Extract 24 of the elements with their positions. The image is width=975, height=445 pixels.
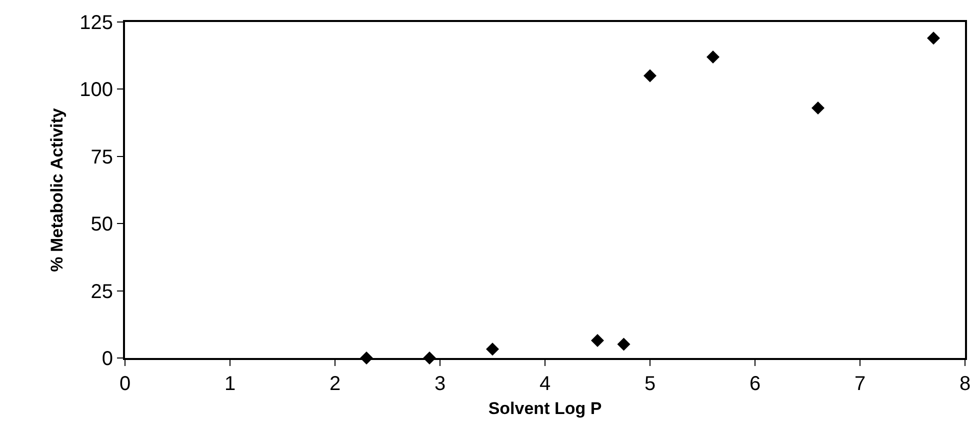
point <box>812 102 824 115</box>
x-axis-title: Solvent Log P <box>488 398 602 418</box>
y-tick-label: 75 <box>90 146 113 168</box>
x-tick-label: 3 <box>434 373 446 395</box>
point <box>486 342 499 356</box>
point <box>927 32 940 45</box>
point <box>644 69 656 82</box>
point <box>617 338 630 351</box>
y-tick-label: 0 <box>102 348 113 370</box>
x-tick-label: 0 <box>119 373 131 395</box>
y-tick-label: 125 <box>80 12 113 34</box>
point <box>706 50 720 64</box>
y-tick-label: 50 <box>90 214 113 236</box>
y-tick-label: 25 <box>90 280 113 303</box>
y-axis-title: % Metabolic Activity <box>48 108 67 272</box>
x-tick-label: 8 <box>959 373 971 395</box>
x-tick-label: 2 <box>329 373 341 395</box>
x-tick-label: 6 <box>749 373 761 395</box>
point <box>591 334 604 348</box>
x-tick-label: 1 <box>224 373 236 395</box>
x-tick-label: 7 <box>854 373 866 395</box>
x-tick-label: 4 <box>539 373 551 395</box>
x-tick-label: 5 <box>644 373 656 395</box>
y-tick-label: 100 <box>80 79 113 102</box>
